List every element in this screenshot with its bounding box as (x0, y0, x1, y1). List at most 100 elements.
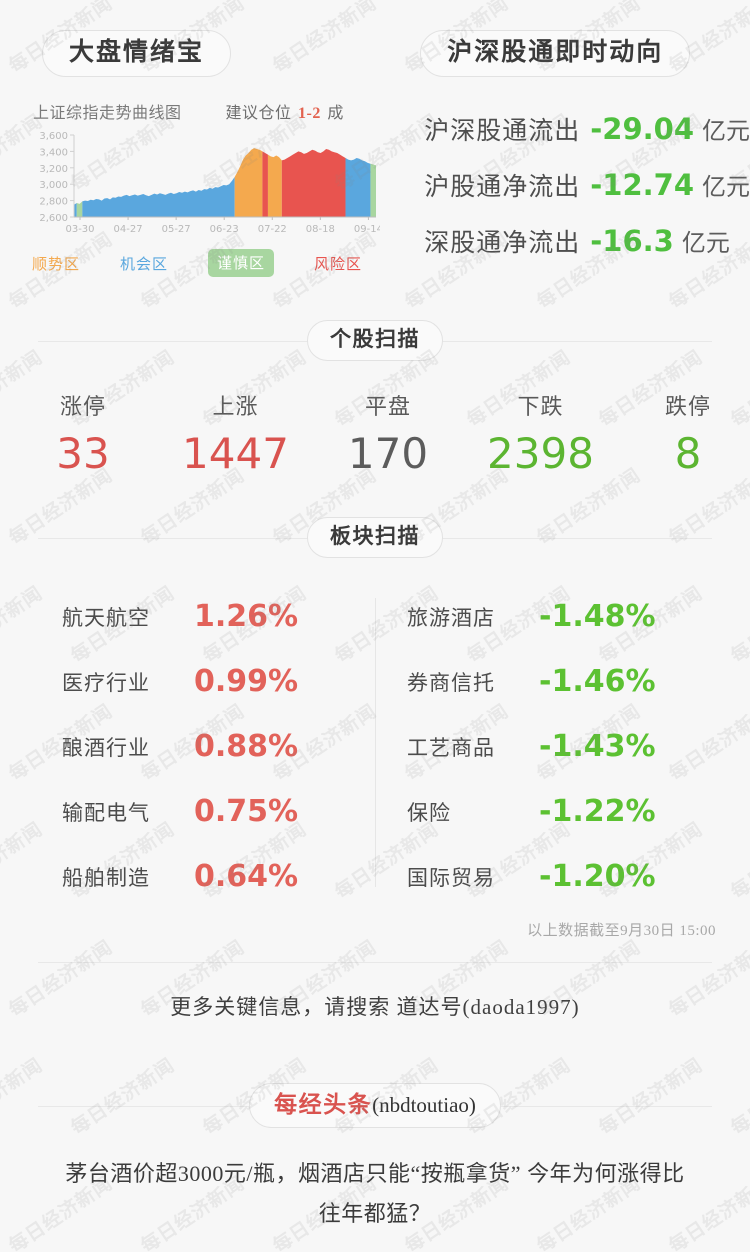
sector-row: 航天航空 1.26% (30, 584, 375, 649)
sector-name: 旅游酒店 (407, 605, 495, 630)
chart-caption: 上证综指走势曲线图 (33, 105, 182, 122)
sector-name: 国际贸易 (407, 865, 495, 890)
stock-scan-label: 下跌 (517, 394, 564, 419)
chart-x-tick-label: 07-22 (258, 224, 287, 235)
sector-name: 券商信托 (407, 670, 495, 695)
headline-header: 每经头条 (nbdtoutiao) (38, 1083, 712, 1128)
chart-legend: 顺势区 机会区 谨慎区 风险区 (32, 249, 368, 277)
advice-prefix: 建议仓位 (225, 105, 292, 122)
sector-change-pct: -1.20% (539, 859, 656, 894)
sector-row: 券商信托 -1.46% (375, 649, 720, 714)
stock-scan-cell: 跌停 8 (618, 389, 750, 475)
sentiment-title: 大盘情绪宝 (42, 30, 232, 77)
sentiment-panel: 大盘情绪宝 上证综指走势曲线图 建议仓位 1-2 成 2,600 2,800 3,0… (0, 0, 384, 320)
stock-scan-value: 8 (674, 429, 702, 478)
sector-change-pct: 0.99% (194, 664, 299, 699)
sector-name: 工艺商品 (407, 735, 495, 760)
chart-zone-area (262, 151, 268, 217)
sector-name: 航天航空 (62, 605, 150, 630)
chart-zone-area (345, 157, 371, 217)
sector-change-pct: -1.22% (539, 794, 656, 829)
stock-scan-label: 跌停 (664, 394, 711, 419)
sector-row: 保险 -1.22% (375, 779, 720, 844)
watermark-text: 每日经济新闻 (727, 1054, 750, 1140)
sector-change-pct: 0.64% (194, 859, 299, 894)
sector-gainers-column: 航天航空 1.26% 医疗行业 0.99% 酿酒行业 0.88% 输配电气 0.75% 船舶制造… (30, 584, 375, 909)
advice-suffix: 成 (327, 105, 344, 122)
sector-name: 酿酒行业 (62, 735, 150, 760)
chart-x-tick-label: 03-30 (65, 224, 94, 235)
flow-label: 沪深股通流出 (424, 118, 581, 145)
chart-legend-item-1: 机会区 (119, 256, 168, 273)
sentiment-title-row: 大盘情绪宝 (0, 0, 384, 77)
flow-value: -29.04 (590, 112, 694, 146)
stock-scan-value: 1447 (182, 429, 289, 478)
sector-change-pct: 1.26% (194, 599, 299, 634)
chart-zone-area (234, 148, 263, 217)
stock-scan-value: 33 (56, 429, 110, 478)
chart-zone-area (281, 148, 346, 217)
sector-scan-header: 板块扫描 (38, 517, 712, 558)
sector-scan-section: 航天航空 1.26% 医疗行业 0.99% 酿酒行业 0.88% 输配电气 0.75% 船舶制造… (0, 558, 750, 940)
flow-label: 沪股通净流出 (424, 174, 581, 201)
stock-scan-header: 个股扫描 (38, 320, 712, 361)
northbound-flow-row: 沪股通净流出 -12.74 亿元 (424, 167, 750, 223)
stock-scan-label: 涨停 (59, 394, 106, 419)
flow-unit: 亿元 (681, 231, 730, 257)
sector-row: 输配电气 0.75% (30, 779, 375, 844)
chart-x-tick-label: 06-23 (210, 224, 239, 235)
chart-x-tick-label: 09-14 (354, 224, 380, 235)
stock-scan-cell: 涨停 33 (8, 389, 158, 475)
chart-x-tick-label: 04-27 (114, 224, 143, 235)
stock-scan-cell: 平盘 170 (313, 389, 463, 475)
search-hint: 更多关键信息，请搜索 道达号(daoda1997) (170, 995, 580, 1019)
chart-y-tick-label: 2,600 (39, 213, 68, 224)
northbound-panel: 沪深股通即时动向 沪深股通流出 -29.04 亿元 沪股通净流出 -12.74 亿元 深股通… (384, 0, 750, 320)
chart-y-tick-label: 3,200 (39, 164, 68, 175)
flow-value: -12.74 (590, 168, 694, 202)
northbound-flow-row: 沪深股通流出 -29.04 亿元 (424, 111, 750, 167)
chart-caption-row: 上证综指走势曲线图 建议仓位 1-2 成 (0, 77, 384, 123)
sector-name: 保险 (407, 800, 451, 825)
sector-scan-title: 板块扫描 (307, 517, 443, 558)
sector-column-divider (375, 598, 376, 887)
northbound-title: 沪深股通即时动向 (420, 30, 691, 77)
sector-change-pct: -1.48% (539, 599, 656, 634)
flow-unit: 亿元 (702, 119, 750, 145)
flow-value: -16.3 (590, 224, 674, 258)
chart-x-tick-label: 05-27 (162, 224, 191, 235)
sector-row: 国际贸易 -1.20% (375, 844, 720, 909)
stock-scan-value: 170 (347, 429, 429, 478)
chart-y-tick-label: 3,000 (39, 180, 68, 191)
stock-scan-grid: 涨停 33 上涨 1447 平盘 170 下跌 2398 跌停 8 (0, 389, 750, 475)
sector-change-pct: 0.88% (194, 729, 299, 764)
headline-badge-en: (nbdtoutiao) (372, 1093, 476, 1117)
top-section: 大盘情绪宝 上证综指走势曲线图 建议仓位 1-2 成 2,600 2,800 3,0… (0, 0, 750, 320)
sector-row: 旅游酒店 -1.48% (375, 584, 720, 649)
northbound-flow-list: 沪深股通流出 -29.04 亿元 沪股通净流出 -12.74 亿元 深股通净流出 -16.3 亿… (384, 77, 750, 279)
headline-badge-cn: 每经头条 (274, 1092, 373, 1117)
sector-row: 酿酒行业 0.88% (30, 714, 375, 779)
stock-scan-cell: 上涨 1447 (158, 389, 313, 475)
chart-x-tick-label: 08-18 (306, 224, 335, 235)
chart-zone-area (370, 163, 376, 217)
sector-losers-column: 旅游酒店 -1.48% 券商信托 -1.46% 工艺商品 -1.43% 保险 -1.22% 国际… (375, 584, 720, 909)
sector-name: 输配电气 (62, 800, 150, 825)
chart-zone-area (82, 176, 235, 217)
chart-legend-item-3: 风险区 (313, 256, 362, 273)
sector-row: 船舶制造 0.64% (30, 844, 375, 909)
sector-row: 医疗行业 0.99% (30, 649, 375, 714)
footer-divider (38, 962, 712, 963)
chart-y-tick-label: 3,600 (39, 131, 68, 142)
chart-zone-area (74, 203, 77, 217)
stock-scan-label: 平盘 (364, 394, 411, 419)
chart-zone-area (267, 154, 282, 217)
sector-name: 船舶制造 (62, 865, 150, 890)
headline-badge: 每经头条 (nbdtoutiao) (249, 1083, 501, 1128)
advice-value: 1-2 (298, 105, 321, 122)
sector-change-pct: -1.46% (539, 664, 656, 699)
flow-unit: 亿元 (702, 175, 750, 201)
flow-label: 深股通净流出 (424, 230, 581, 257)
sector-row: 工艺商品 -1.43% (375, 714, 720, 779)
